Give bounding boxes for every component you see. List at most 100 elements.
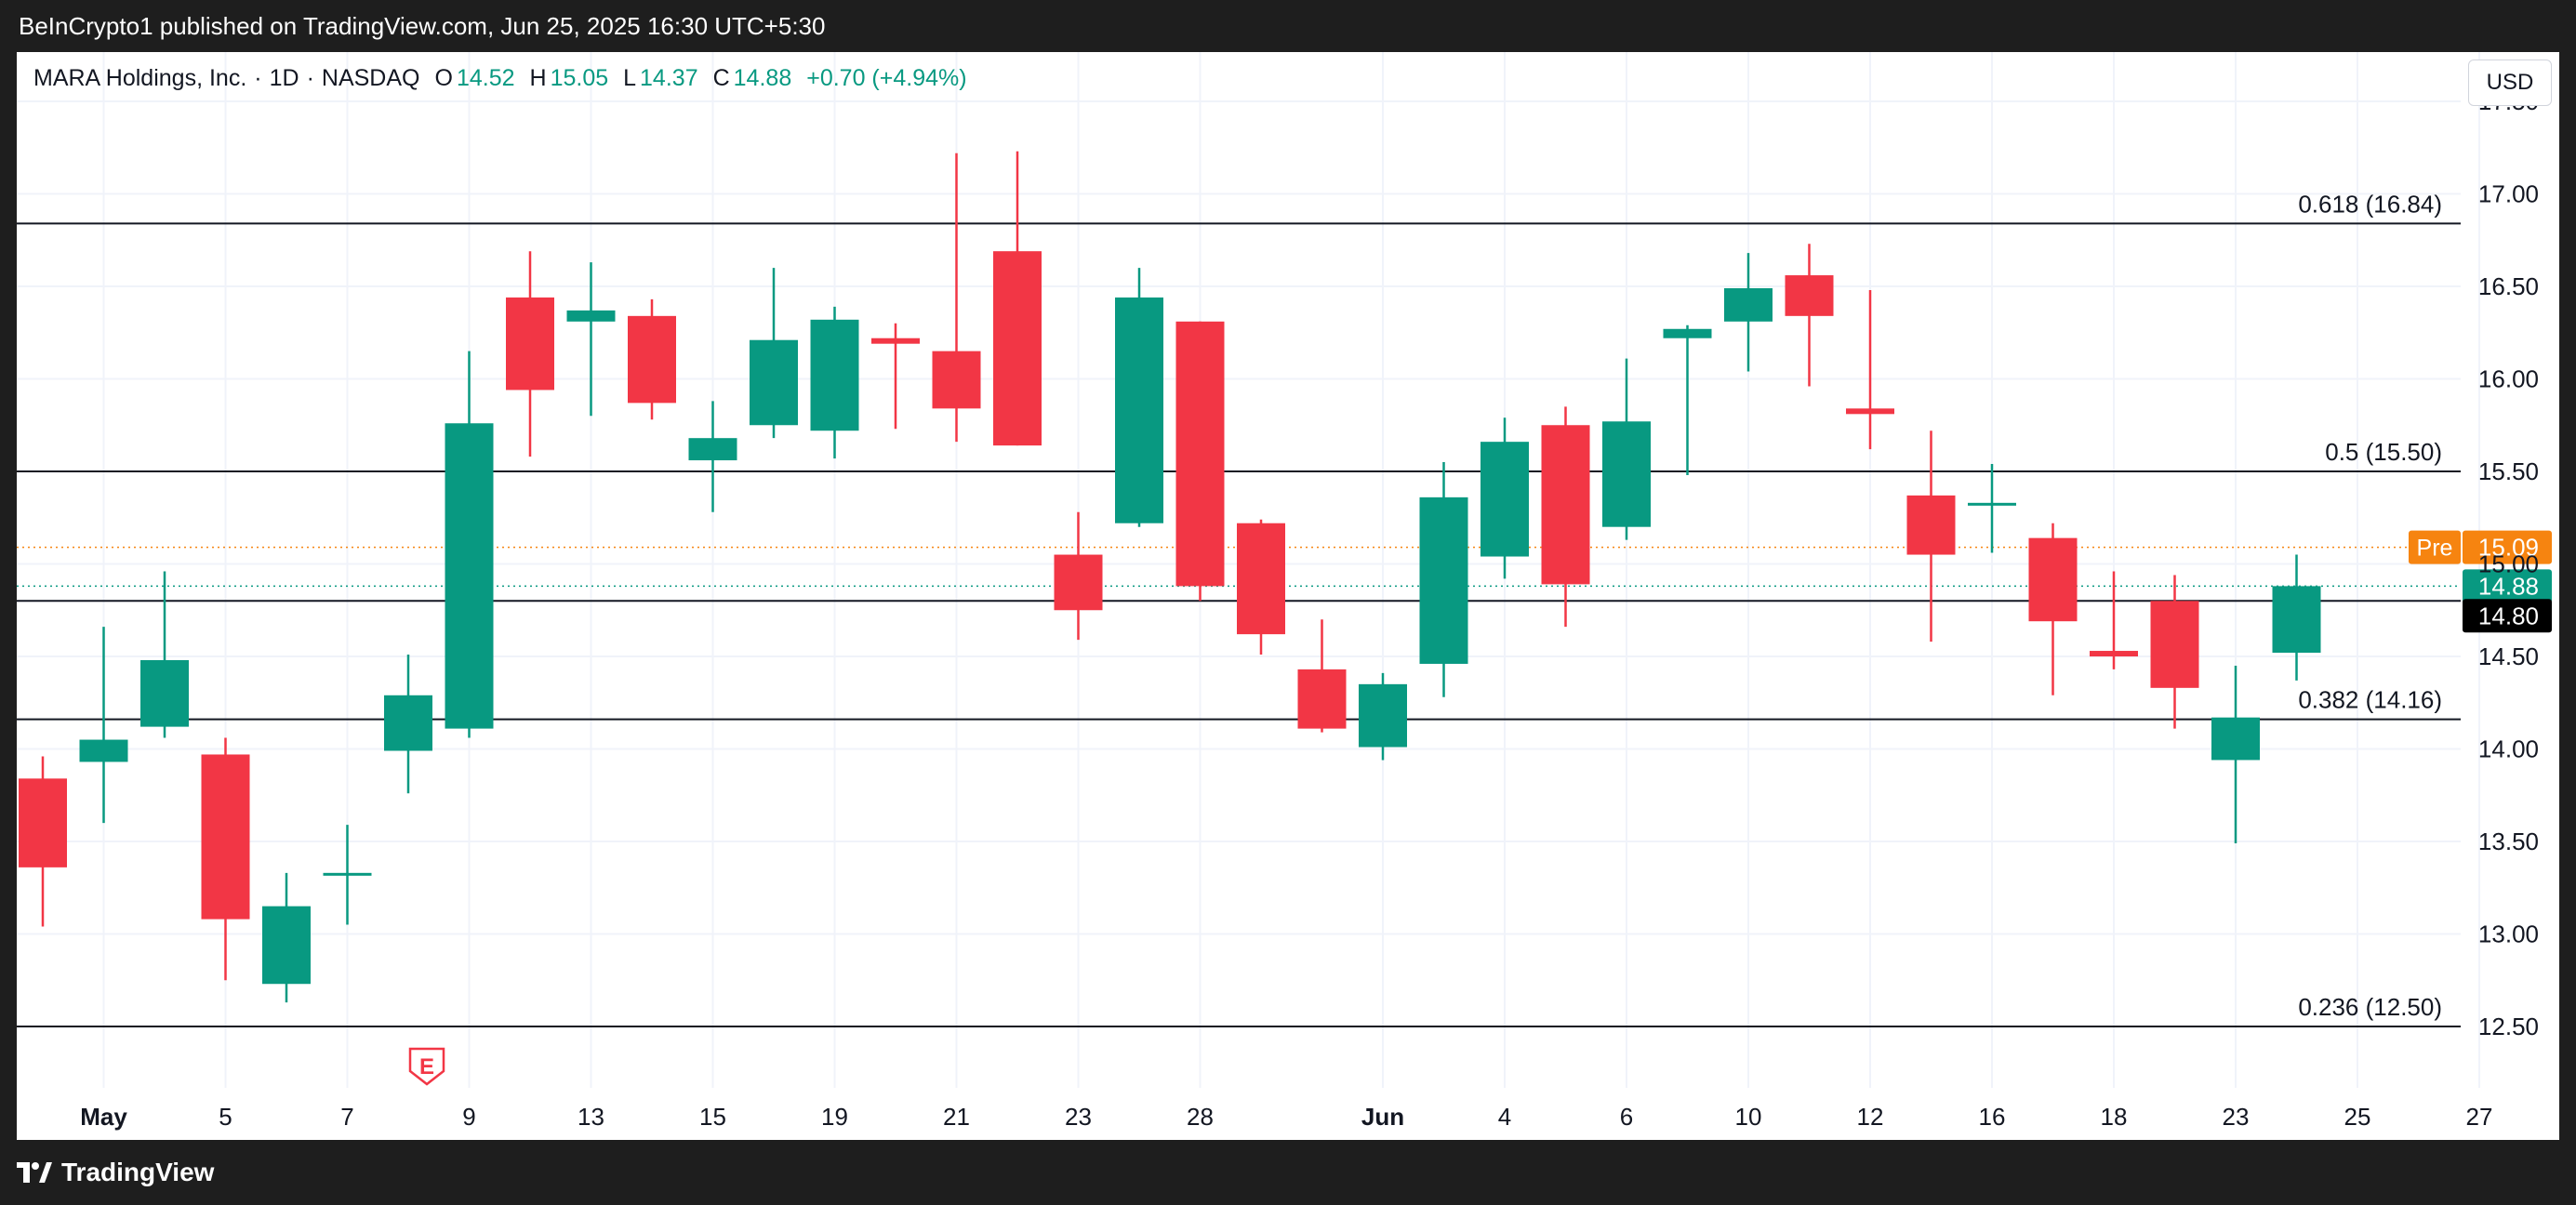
candle-body [1663,328,1712,338]
candle-up [566,262,616,417]
fib-level-label: 0.5 (15.50) [2325,438,2442,466]
x-tick-label: 10 [1735,1103,1762,1131]
x-tick-label: 23 [1065,1103,1092,1131]
candle-down [1175,321,1225,602]
x-tick-label: 5 [219,1103,232,1131]
candle-down [19,756,67,927]
candle-body [1175,321,1225,587]
x-tick-label: May [80,1103,127,1131]
symbol-name: MARA Holdings, Inc. [33,65,247,91]
candle-body [1846,408,1894,415]
low-value: 14.37 [640,65,698,91]
candle-body [1968,502,2016,506]
candle-down [1785,244,1834,387]
close-value: 14.88 [733,65,792,91]
right-border [2559,52,2576,1140]
candle-body [506,297,554,391]
candle-up [1481,417,1529,579]
y-tick-label: 14.00 [2478,735,2539,763]
x-tick-label: 16 [1979,1103,2006,1131]
candle-body [445,423,494,729]
candle-body [2090,651,2138,656]
candle-up [750,268,798,439]
pre-market-price-label [2463,530,2552,564]
candle-body [2028,537,2078,622]
candle-body [1481,442,1529,557]
candle-down [1541,406,1590,628]
candle-body [750,339,798,426]
candle-down [506,251,554,457]
candle-body [1785,275,1834,316]
candle-down [2150,575,2199,729]
change-value: +0.70 (+4.94%) [806,65,967,91]
fib-level-label: 0.618 (16.84) [2298,190,2442,218]
candle-body [871,338,920,344]
candle-down [2090,571,2138,669]
x-tick-label: 9 [462,1103,475,1131]
candle-body [1297,669,1347,729]
candle-up [1968,464,2016,553]
x-tick-label: 4 [1498,1103,1511,1131]
legend-separator: · [306,65,314,91]
interval[interactable]: 1D [269,65,299,91]
candle-body [688,438,737,461]
candle-up [1419,462,1468,697]
publisher-text: BeInCrypto1 published on TradingView.com… [19,12,826,40]
candle-down [1054,511,1103,641]
x-tick-label: 12 [1857,1103,1884,1131]
candle-down [628,298,676,420]
publisher-bar: BeInCrypto1 published on TradingView.com… [0,0,2576,52]
y-tick-label: 13.00 [2478,920,2539,948]
footer-brand[interactable]: TradingView [61,1158,215,1186]
tradingview-logo-icon [17,1162,52,1183]
x-tick-label: 28 [1187,1103,1214,1131]
candle-body [932,351,981,409]
candle-up [323,825,372,925]
y-tick-label: 16.00 [2478,365,2539,393]
candle-up [1663,324,1712,475]
candle-body [1724,287,1773,322]
candle-up [810,306,859,459]
y-tick-label: 17.00 [2478,180,2539,208]
pre-market-price-text: 15.09 [2478,534,2539,562]
candle-body [384,695,432,751]
y-tick-label: 15.00 [2478,550,2539,578]
currency-button[interactable]: USD [2468,60,2552,106]
y-tick-label: 13.50 [2478,828,2539,855]
close-label: C [712,65,730,91]
x-tick-label: 27 [2466,1103,2493,1131]
candle-body [19,778,67,867]
last-price-text: 14.88 [2478,572,2539,600]
candle-down [993,151,1042,446]
candle-down [2028,523,2078,695]
candle-body [810,319,859,431]
candle-down [1906,430,1956,642]
y-tick-label: 14.50 [2478,642,2539,670]
candle-down [932,152,981,443]
chart-panel[interactable] [17,52,2559,1140]
earnings-marker-label: E [419,1054,434,1079]
candle-body [140,659,189,727]
x-axis: May 5 7 9 13 15 19 21 23 28 Jun 4 6 10 12 16 18 23 25 27 E [80,1047,2493,1131]
candle-body [2150,601,2199,688]
x-tick-label: 13 [578,1103,604,1131]
candle-body [1115,297,1163,523]
candle-body [1602,421,1651,527]
candle-body [2211,717,2260,761]
candle-up [1602,358,1651,540]
open-label: O [434,65,453,91]
last-price-label [2463,569,2552,603]
y-tick-label: 15.50 [2478,457,2539,485]
earnings-marker-icon: E [408,1047,445,1086]
candle-up [384,655,432,794]
candle-body [262,906,311,985]
candle-down [871,323,920,430]
candle-body [1359,683,1407,748]
support-price-label [2463,599,2552,633]
candle-down [1237,519,1285,655]
footer-bar: TradingView [0,1140,2576,1205]
x-tick-label: 18 [2101,1103,2128,1131]
candle-up [1115,268,1163,527]
